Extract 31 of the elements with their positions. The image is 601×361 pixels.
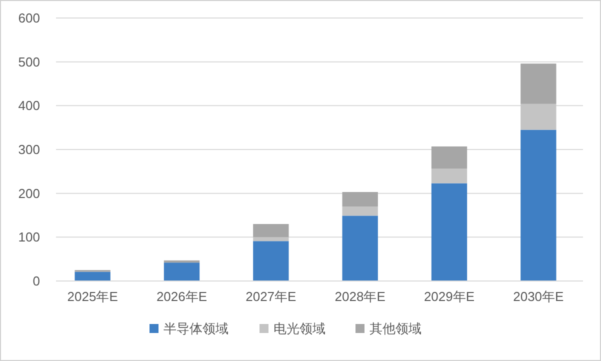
bar bbox=[342, 192, 378, 206]
x-tick-label: 2030年E bbox=[513, 289, 564, 304]
bar bbox=[253, 224, 289, 238]
bar bbox=[164, 260, 200, 263]
bar bbox=[342, 216, 378, 281]
bar bbox=[520, 64, 556, 104]
bar bbox=[253, 237, 289, 242]
x-tick-label: 2028年E bbox=[334, 289, 386, 304]
bar bbox=[253, 241, 289, 281]
legend-label: 半导体领域 bbox=[164, 321, 228, 336]
legend-label: 其他领域 bbox=[370, 321, 422, 336]
x-tick-label: 2029年E bbox=[424, 289, 475, 304]
y-tick-label: 100 bbox=[18, 230, 40, 245]
x-tick-label: 2026年E bbox=[156, 289, 208, 304]
y-tick-label: 500 bbox=[18, 54, 40, 70]
x-tick-label: 2025年E bbox=[67, 289, 118, 304]
y-tick-label: 0 bbox=[32, 274, 40, 289]
bar bbox=[164, 262, 200, 281]
bar bbox=[342, 206, 378, 216]
y-tick-label: 400 bbox=[18, 98, 40, 114]
y-tick-label: 200 bbox=[18, 186, 40, 201]
bar bbox=[74, 272, 110, 281]
legend-label: 电光领域 bbox=[274, 321, 326, 336]
bar bbox=[520, 104, 556, 130]
bar bbox=[431, 183, 468, 281]
y-tick-label: 300 bbox=[18, 142, 40, 158]
y-tick-label: 600 bbox=[18, 10, 40, 26]
bar bbox=[431, 168, 468, 184]
bar bbox=[520, 130, 556, 281]
bar bbox=[431, 146, 468, 169]
x-tick-label: 2027年E bbox=[246, 289, 297, 304]
